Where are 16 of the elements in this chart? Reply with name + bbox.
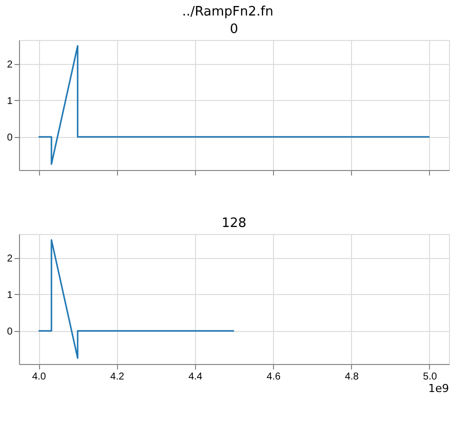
y-tick-label: 2 [6,60,13,71]
x-tick-label: 4.2 [110,372,125,382]
x-tick-label: 5.0 [423,372,438,382]
x-tick-label: 4.6 [266,372,281,382]
text: ../RampFn2.fn [182,4,274,20]
y-tick-label: 1 [6,96,13,107]
y-tick-label: 2 [6,254,13,265]
text: 1e9 [428,382,449,395]
chart-title: 128 [222,216,246,231]
y-tick-label: 0 [6,326,13,338]
chart-title: 0 [230,22,238,37]
x-tick-label: 4.4 [188,372,203,382]
y-tick-label: 1 [6,290,13,301]
y-tick-label: 0 [6,132,13,144]
x-tick-label: 4.8 [344,372,360,382]
x-tick-label: 4.0 [32,372,46,382]
